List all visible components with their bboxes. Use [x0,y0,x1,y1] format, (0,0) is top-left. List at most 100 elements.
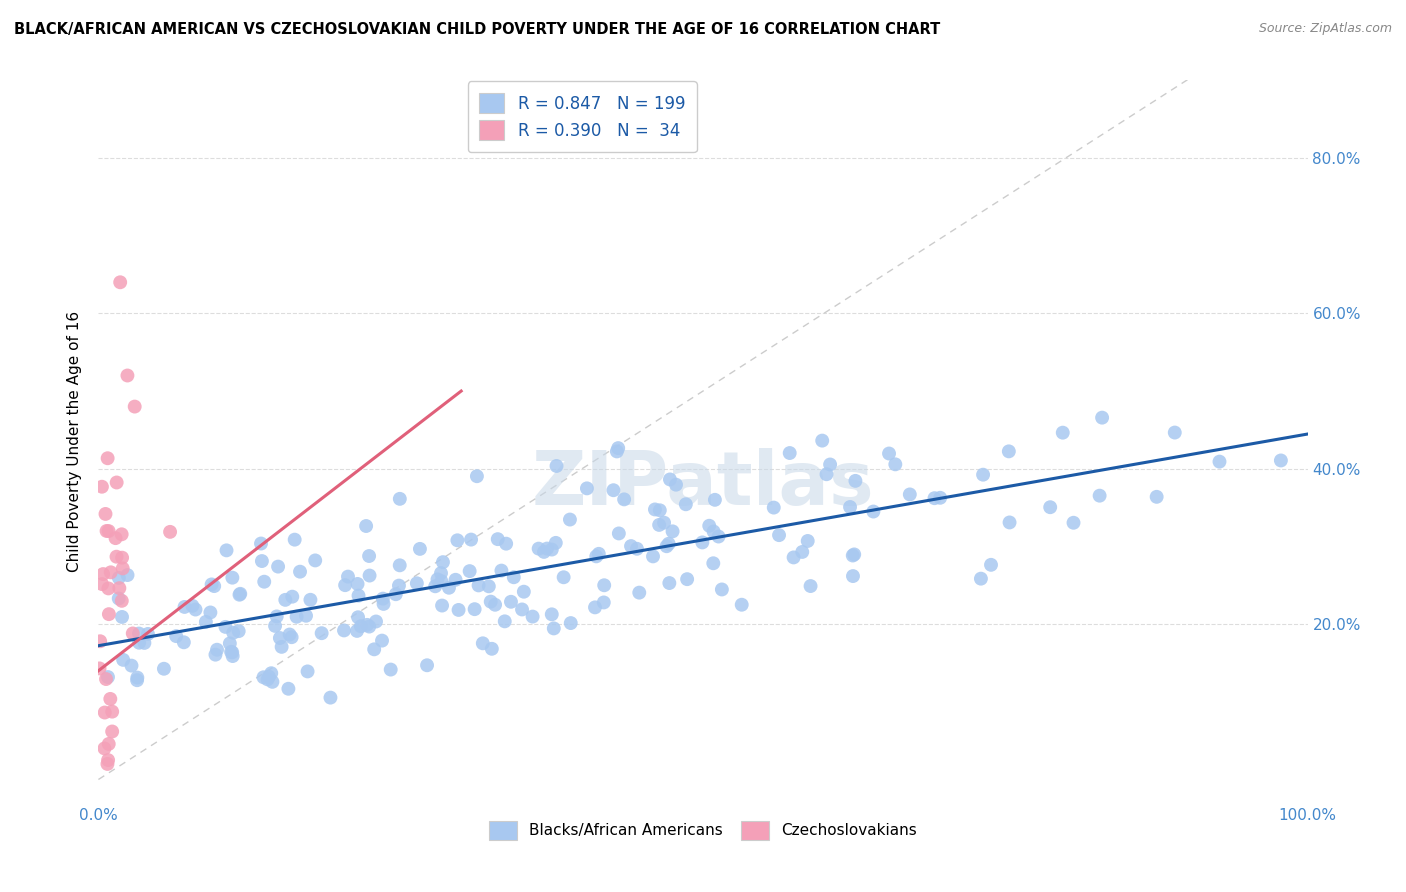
Point [270,640,292,654]
Point [266,609,288,624]
Point [929,491,952,505]
Point [94,507,117,521]
Point [228,588,250,602]
Point [676,572,699,586]
Point [648,517,671,532]
Point [229,587,252,601]
Point [592,595,614,609]
Point [658,576,681,591]
Point [426,573,449,587]
Point [652,516,675,530]
Point [388,579,411,593]
Point [495,536,517,550]
Point [844,548,866,562]
Point [347,589,370,603]
Point [159,524,181,539]
Point [575,481,598,495]
Point [347,610,370,624]
Point [260,666,283,681]
Point [250,536,273,550]
Point [173,635,195,649]
Point [359,619,381,633]
Point [184,602,207,616]
Point [659,473,682,487]
Point [641,549,664,564]
Point [218,636,240,650]
Point [91,567,114,582]
Point [111,561,134,575]
Point [731,598,754,612]
Point [354,519,377,533]
Point [380,663,402,677]
Point [333,624,356,638]
Point [458,564,481,578]
Point [346,624,368,638]
Point [97,607,120,622]
Point [350,619,373,633]
Point [128,636,150,650]
Point [675,497,697,511]
Point [214,620,236,634]
Point [297,665,319,679]
Point [800,579,823,593]
Point [628,585,651,599]
Point [644,502,666,516]
Point [811,434,834,448]
Point [792,545,814,559]
Point [533,545,555,559]
Point [1091,410,1114,425]
Point [221,645,243,659]
Point [543,621,565,635]
Point [862,504,884,518]
Point [665,477,688,491]
Point [484,598,506,612]
Point [359,568,381,582]
Point [121,626,143,640]
Point [97,753,120,767]
Point [491,564,513,578]
Point [661,524,683,539]
Point [228,624,250,639]
Point [252,670,274,684]
Point [460,533,482,547]
Point [494,615,516,629]
Point [839,500,862,514]
Point [884,458,907,472]
Point [1208,455,1230,469]
Point [134,636,156,650]
Point [540,542,562,557]
Point [91,577,114,591]
Point [111,594,134,608]
Point [127,673,149,688]
Point [108,571,131,585]
Point [607,441,630,455]
Point [221,571,243,585]
Point [558,512,581,526]
Point [221,648,243,663]
Point [105,475,128,490]
Point [842,549,865,563]
Point [405,576,427,591]
Point [94,672,117,686]
Point [219,645,242,659]
Point [205,642,228,657]
Point [522,609,544,624]
Point [89,634,111,648]
Point [222,625,245,640]
Point [1088,489,1111,503]
Point [606,444,628,458]
Point [898,487,921,501]
Point [479,594,502,608]
Point [278,627,301,641]
Point [779,446,801,460]
Point [762,500,785,515]
Point [101,724,124,739]
Point [447,603,470,617]
Point [620,539,643,553]
Point [93,706,115,720]
Point [285,609,308,624]
Point [607,526,630,541]
Point [540,607,562,622]
Point [105,549,128,564]
Point [844,474,866,488]
